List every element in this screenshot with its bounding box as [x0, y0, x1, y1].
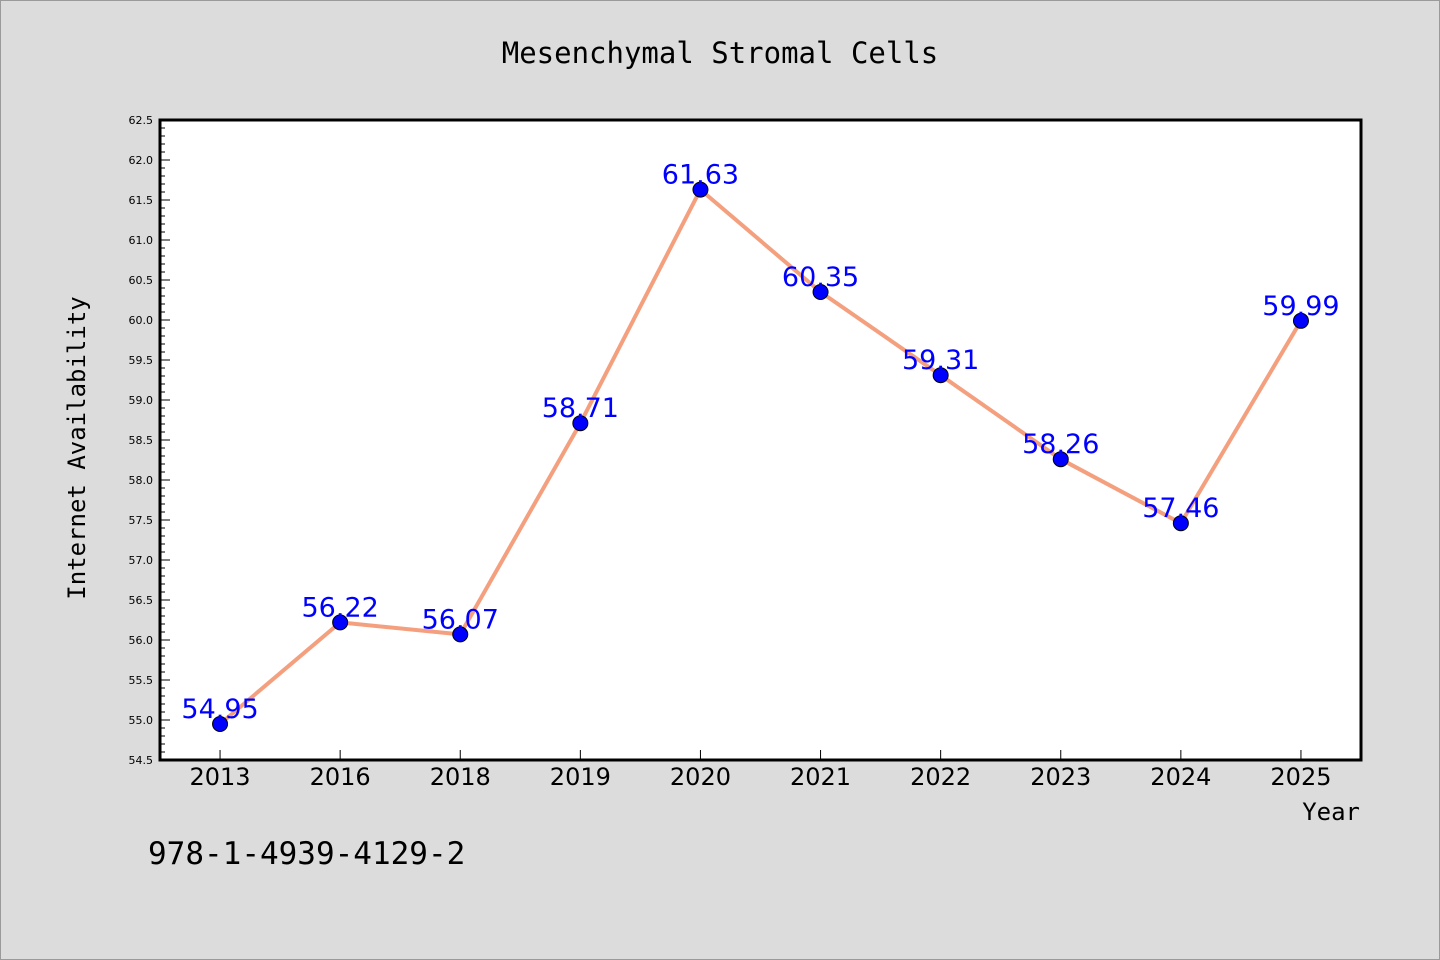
data-point — [1292, 312, 1309, 329]
y-tick-label: 58.0 — [129, 474, 154, 487]
y-tick-label: 60.0 — [129, 314, 154, 327]
y-tick-label: 61.0 — [129, 234, 154, 247]
data-labels-layer: 54.95 56.22 56.07 58.71 61.63 60.35 59.31 58.26… — [181, 160, 1339, 725]
data-point — [1172, 515, 1189, 532]
x-tick-label: 2024 — [1150, 763, 1211, 791]
x-tick-label: 2023 — [1030, 763, 1091, 791]
data-label: 58.71 — [542, 393, 619, 424]
x-tick-label: 2021 — [790, 763, 851, 791]
data-point — [572, 415, 589, 432]
y-tick-label: 55.0 — [129, 714, 154, 727]
data-label: 56.07 — [422, 604, 499, 635]
data-point — [212, 716, 229, 732]
data-label: 60.35 — [782, 262, 859, 293]
x-tick-label: 2018 — [430, 763, 491, 791]
y-tick-label: 60.5 — [129, 274, 154, 287]
data-point — [452, 626, 469, 643]
data-point — [332, 614, 349, 631]
series-layer — [212, 181, 1309, 732]
x-tick-label: 2025 — [1270, 763, 1331, 791]
x-tick-label: 2013 — [190, 763, 251, 791]
data-point — [1052, 451, 1069, 468]
y-tick-label: 62.5 — [129, 114, 154, 127]
series-line — [218, 187, 1303, 726]
data-label: 58.26 — [1022, 429, 1099, 460]
y-tick-label: 61.5 — [129, 194, 154, 207]
data-label: 57.46 — [1142, 493, 1219, 524]
x-axis-ticks: 2013 2016 2018 2019 2020 2021 2022 2023 2024 2025 — [190, 750, 1331, 791]
y-tick-label: 56.5 — [129, 594, 154, 607]
y-tick-label: 59.5 — [129, 354, 154, 367]
x-tick-label: 2022 — [910, 763, 971, 791]
data-label: 54.95 — [181, 694, 258, 725]
y-axis-ticks: 54.5 55.0 55.5 56.0 56.5 57.0 57.5 58.0 58.5 59.0… — [129, 114, 170, 767]
data-label: 56.22 — [302, 592, 379, 623]
plot-area — [160, 120, 1361, 760]
data-point — [812, 284, 829, 300]
data-point — [692, 181, 709, 198]
y-tick-label: 57.0 — [129, 554, 154, 567]
data-label: 59.31 — [902, 345, 979, 376]
y-tick-label: 62.0 — [129, 154, 154, 167]
chart-title: Mesenchymal Stromal Cells — [502, 36, 939, 70]
x-tick-label: 2016 — [310, 763, 371, 791]
x-tick-label: 2020 — [670, 763, 731, 791]
y-tick-label: 59.0 — [129, 394, 154, 407]
x-axis-label: Year — [1302, 798, 1360, 826]
data-point — [932, 367, 949, 384]
plot-frame — [158, 118, 1363, 762]
y-tick-label: 55.5 — [129, 674, 154, 687]
y-tick-label: 56.0 — [129, 634, 154, 647]
y-tick-label: 57.5 — [129, 514, 154, 527]
x-tick-label: 2019 — [550, 763, 611, 791]
footnote: 978-1-4939-4129-2 — [148, 836, 465, 872]
y-axis-label: Internet Availability — [63, 296, 91, 599]
data-label: 61.63 — [662, 160, 739, 191]
y-tick-label: 54.5 — [129, 754, 154, 767]
data-label: 59.99 — [1262, 291, 1339, 322]
y-tick-label: 58.5 — [129, 434, 154, 447]
